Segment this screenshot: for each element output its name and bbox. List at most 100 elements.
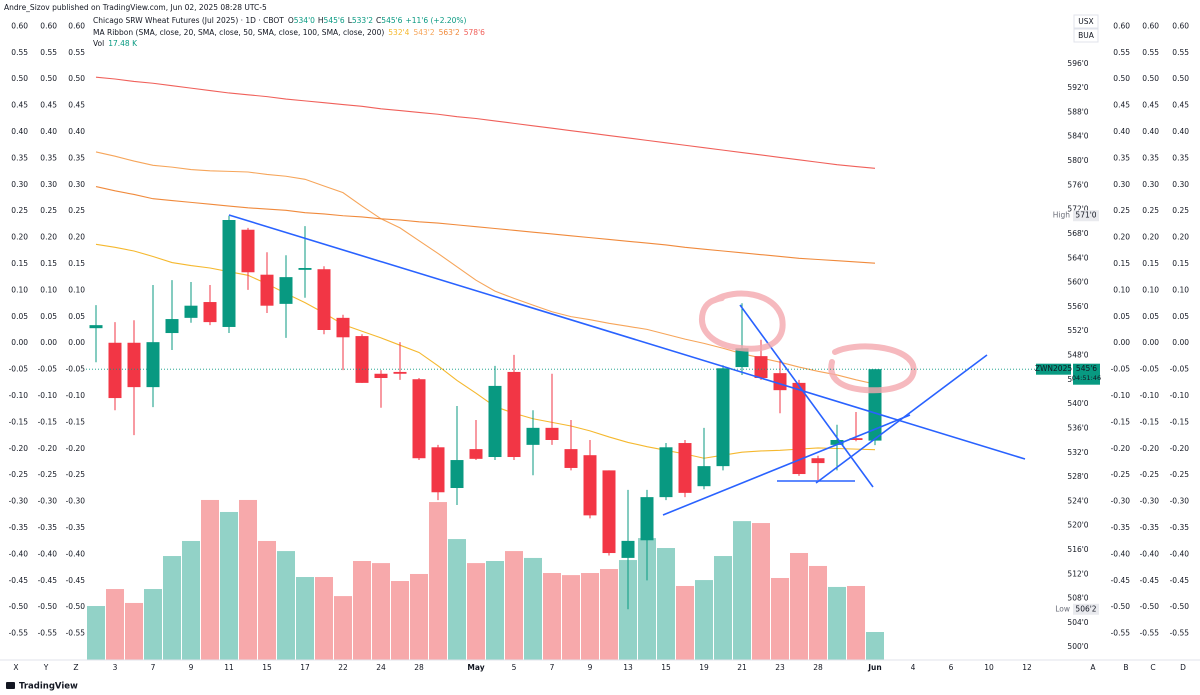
osc-tick-label: -0.20 [1140, 444, 1160, 453]
candle-body [184, 305, 198, 318]
candle-body [659, 447, 673, 498]
x-tick-label: May [467, 663, 484, 672]
currency-box [1073, 14, 1099, 29]
moving-average [95, 76, 876, 169]
candle-body [412, 379, 426, 459]
candle-body [564, 449, 578, 468]
osc-tick-label: 0.00 [1172, 338, 1189, 347]
osc-tick-label: -0.15 [1111, 417, 1131, 426]
candle-body [868, 369, 882, 441]
candle-body [127, 342, 141, 388]
osc-tick-label: -0.40 [9, 549, 29, 558]
x-tick-label: 15 [262, 663, 272, 672]
x-tick-label: 28 [813, 663, 823, 672]
candle-body [336, 317, 350, 338]
osc-tick-label: 0.20 [40, 233, 57, 242]
ma-legend: MA Ribbon (SMA, close, 20, SMA, close, 5… [93, 28, 485, 37]
trend-line [228, 214, 1026, 460]
candle-body [621, 540, 635, 558]
osc-tick-label: 0.35 [1113, 153, 1130, 162]
osc-tick-label: 0.60 [1172, 21, 1189, 30]
axes-layer: 500'0 504'0 508'0 512'0 516'0 520'0 524'0 528'0… [0, 14, 1200, 672]
osc-tick-label: -0.35 [1111, 523, 1131, 532]
ohlc: O534'0 H545'6 L533'2 C545'6 [288, 16, 403, 25]
scale-letter: X [13, 663, 18, 672]
osc-tick-label: 0.60 [40, 21, 57, 30]
candle-body [716, 368, 730, 467]
symbol-text: ZWN2025 [1035, 364, 1072, 373]
volume-bar [220, 511, 238, 660]
volume-bar [676, 585, 694, 660]
y-tick-label: 548'0 [1067, 351, 1088, 360]
change: +11'6 (+2.20%) [405, 16, 466, 25]
osc-tick-label: -0.05 [9, 365, 29, 374]
y-tick-label: 576'0 [1067, 180, 1088, 189]
osc-tick-label: 0.30 [1142, 180, 1159, 189]
osc-tick-label: -0.40 [1140, 549, 1160, 558]
osc-tick-label: 0.20 [68, 233, 85, 242]
tag-value: 506'2 [1075, 604, 1096, 613]
tag-box [1073, 210, 1099, 222]
osc-tick-label: 0.55 [11, 48, 28, 57]
ma-last: 543'2 [413, 28, 434, 37]
osc-tick-label: -0.45 [1140, 576, 1160, 585]
osc-tick-label: -0.55 [1170, 629, 1190, 638]
volume-bar [752, 523, 770, 660]
osc-tick-label: -0.10 [9, 391, 29, 400]
candle-body [754, 356, 768, 379]
osc-tick-label: -0.15 [9, 417, 29, 426]
osc-tick-label: -0.20 [1111, 444, 1131, 453]
drawings [228, 214, 1026, 516]
osc-tick-label: -0.20 [38, 444, 58, 453]
y-tick-label: 588'0 [1067, 107, 1088, 116]
osc-tick-label: 0.25 [1172, 206, 1189, 215]
candle-body [241, 229, 255, 273]
x-tick-label: 17 [300, 663, 310, 672]
osc-tick-label: 0.10 [1113, 285, 1130, 294]
x-tick-label: 28 [414, 663, 424, 672]
candle-body [108, 342, 122, 399]
osc-tick-label: -0.05 [38, 365, 58, 374]
osc-tick-label: 0.25 [11, 206, 28, 215]
candle-layer [89, 215, 882, 610]
osc-tick-label: 0.60 [11, 21, 28, 30]
osc-tick-label: -0.40 [38, 549, 58, 558]
osc-tick-label: -0.05 [1170, 365, 1190, 374]
osc-tick-label: 0.05 [1142, 312, 1159, 321]
osc-tick-label: -0.35 [1170, 523, 1190, 532]
osc-tick-label: 0.50 [40, 74, 57, 83]
osc-tick-label: -0.25 [9, 470, 29, 479]
osc-tick-label: -0.50 [66, 602, 86, 611]
moving-average [95, 186, 876, 264]
osc-tick-label: -0.05 [1111, 365, 1131, 374]
osc-tick-label: 0.60 [1113, 21, 1130, 30]
volume-bar [296, 577, 314, 660]
osc-tick-label: -0.50 [1140, 602, 1160, 611]
osc-tick-label: -0.50 [38, 602, 58, 611]
osc-tick-label: 0.40 [40, 127, 57, 136]
y-tick-label: 540'0 [1067, 399, 1088, 408]
osc-tick-label: -0.20 [9, 444, 29, 453]
osc-tick-label: -0.15 [1170, 417, 1190, 426]
osc-tick-label: 0.45 [1142, 101, 1159, 110]
osc-tick-label: -0.15 [1140, 417, 1160, 426]
candle-body [811, 458, 825, 464]
volume-layer [87, 499, 884, 660]
candle-body [849, 438, 863, 440]
osc-tick-label: 0.30 [1113, 180, 1130, 189]
ma-last: 563'2 [439, 28, 460, 37]
volume-bar [372, 563, 390, 660]
osc-tick-label: 0.15 [1142, 259, 1159, 268]
price-text: 545'6 [1076, 364, 1097, 373]
volume-bar [144, 589, 162, 660]
osc-tick-label: -0.50 [1170, 602, 1190, 611]
osc-tick-label: 0.25 [40, 206, 57, 215]
volume-bar [828, 586, 846, 660]
x-tick-label: 10 [984, 663, 994, 672]
candle-body [545, 427, 559, 440]
osc-tick-label: 0.50 [68, 74, 85, 83]
x-tick-label: 6 [949, 663, 954, 672]
y-tick-label: 556'0 [1067, 302, 1088, 311]
x-tick-label: 13 [623, 663, 633, 672]
osc-tick-label: 0.50 [1142, 74, 1159, 83]
